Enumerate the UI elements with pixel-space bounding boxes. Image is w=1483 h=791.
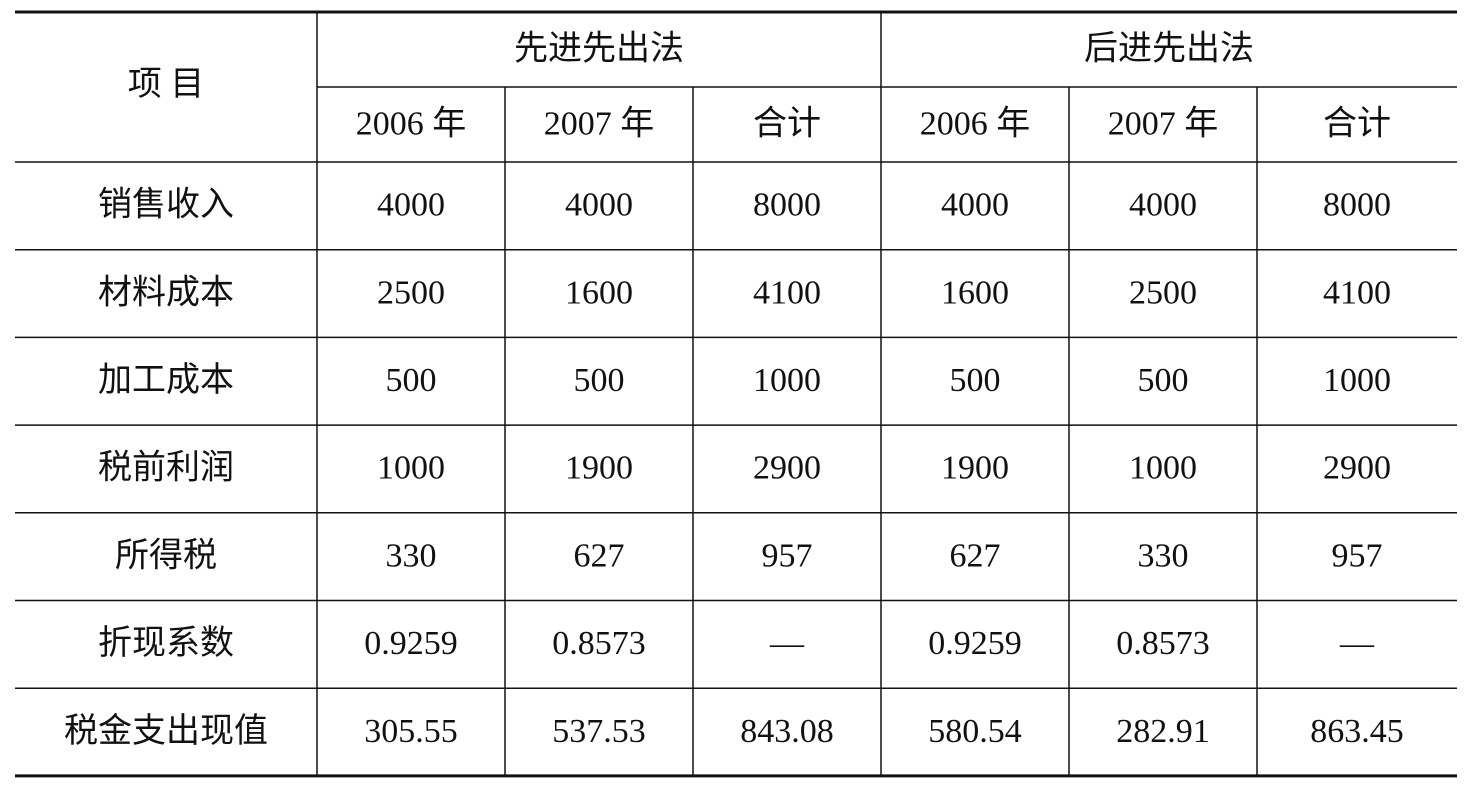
cell: 0.9259 — [928, 625, 1022, 662]
cell: 330 — [1138, 537, 1189, 574]
header-group: 后进先出法 — [1084, 29, 1254, 67]
row-label: 折现系数 — [98, 624, 234, 662]
cell: 282.91 — [1116, 713, 1210, 750]
cell: 580.54 — [928, 713, 1022, 750]
cell: 2500 — [1129, 274, 1197, 311]
cell: 500 — [574, 362, 625, 399]
cell: — — [769, 625, 805, 662]
cell: 1600 — [565, 274, 633, 311]
row-label: 销售收入 — [98, 186, 234, 224]
header-sub: 2007 年 — [1108, 104, 1219, 142]
cell: 957 — [1332, 537, 1383, 574]
cell: 0.8573 — [552, 625, 646, 662]
cell: 1000 — [753, 362, 821, 399]
cell: 0.8573 — [1116, 625, 1210, 662]
cell: 4100 — [1323, 274, 1391, 311]
cell: 305.55 — [364, 713, 458, 750]
cell: 4000 — [941, 187, 1009, 224]
cell: 1900 — [565, 450, 633, 487]
cell: 0.9259 — [364, 625, 458, 662]
row-label: 加工成本 — [98, 361, 234, 399]
cell: 500 — [1138, 362, 1189, 399]
cell: 2900 — [753, 450, 821, 487]
row-label: 税金支出现值 — [64, 712, 268, 750]
cell: 537.53 — [552, 713, 646, 750]
row-label: 所得税 — [115, 536, 217, 574]
header-sub: 合计 — [1323, 104, 1391, 142]
header-sub: 合计 — [753, 104, 821, 142]
cell: 1900 — [941, 450, 1009, 487]
cell: 957 — [762, 537, 813, 574]
cell: 4100 — [753, 274, 821, 311]
header-sub: 2007 年 — [544, 104, 655, 142]
cell: 330 — [386, 537, 437, 574]
header-group: 先进先出法 — [514, 29, 684, 67]
cell: 627 — [950, 537, 1001, 574]
cell: 1600 — [941, 274, 1009, 311]
cell: 8000 — [753, 187, 821, 224]
cell: 4000 — [565, 187, 633, 224]
cell: 2500 — [377, 274, 445, 311]
cell: 8000 — [1323, 187, 1391, 224]
cell: 4000 — [1129, 187, 1197, 224]
header-sub: 2006 年 — [356, 104, 467, 142]
header-item: 项 目 — [128, 66, 205, 103]
cell: 500 — [386, 362, 437, 399]
cell: 863.45 — [1310, 713, 1404, 750]
cell: 2900 — [1323, 450, 1391, 487]
cell: 1000 — [377, 450, 445, 487]
cell: 627 — [574, 537, 625, 574]
header-sub: 2006 年 — [920, 104, 1031, 142]
row-label: 税前利润 — [98, 449, 234, 487]
cell: 843.08 — [740, 713, 834, 750]
cell: 4000 — [377, 187, 445, 224]
cell: 500 — [950, 362, 1001, 399]
cell: 1000 — [1129, 450, 1197, 487]
row-label: 材料成本 — [98, 273, 234, 311]
cell: — — [1339, 625, 1375, 662]
cell: 1000 — [1323, 362, 1391, 399]
